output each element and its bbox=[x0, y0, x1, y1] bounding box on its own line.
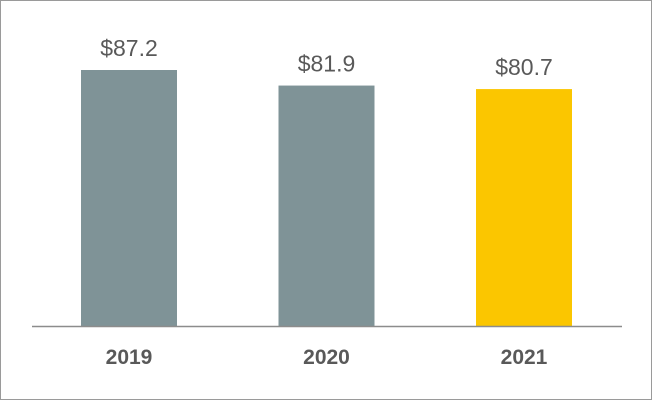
x-tick-label-2020: 2020 bbox=[303, 346, 350, 369]
bar-2020 bbox=[278, 85, 375, 326]
x-tick-label-2019: 2019 bbox=[106, 346, 153, 369]
bar-2021 bbox=[476, 89, 572, 326]
value-label-2019: $87.2 bbox=[100, 35, 158, 61]
value-label-2021: $80.7 bbox=[495, 54, 553, 80]
value-label-2020: $81.9 bbox=[298, 51, 356, 77]
bar-2019 bbox=[81, 70, 177, 326]
x-tick-label-2021: 2021 bbox=[501, 346, 548, 369]
